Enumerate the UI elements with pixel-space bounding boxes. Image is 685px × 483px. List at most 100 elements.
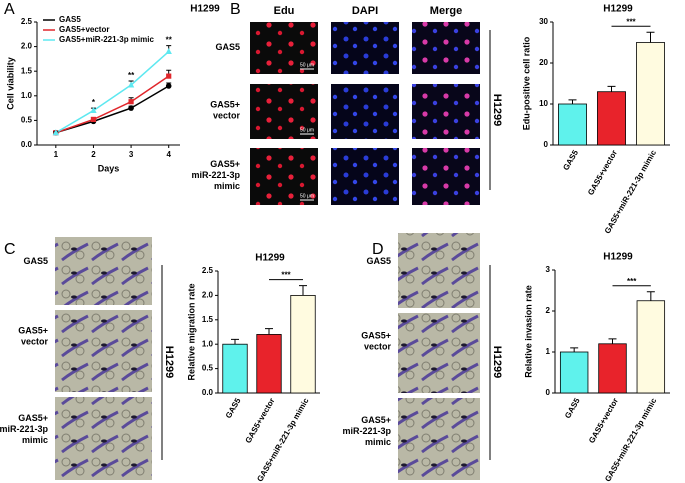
y-tick-label: 2 [546,306,551,315]
x-tick-label: GAS5 [561,148,580,172]
error-bar [299,285,307,296]
micrograph [250,148,318,205]
side-label: H1299 [491,94,503,126]
error-bar [646,291,655,301]
row-label-line: vector [21,337,49,347]
row-label-line: miR-221-3p [342,426,391,436]
micrograph [331,84,399,139]
y-axis-label: Cell viability [5,57,15,110]
row-label: GAS5 [215,42,240,52]
x-tick-label: 2 [91,150,96,159]
micrograph [55,397,152,480]
row-label-line: GAS5+ [210,159,240,169]
scale-bar-label: 50 μm [300,193,314,199]
line [55,50,170,134]
y-tick-label: 0.0 [202,388,214,397]
micrograph [55,310,152,392]
error-bar [231,338,239,345]
significance: ** [166,36,173,45]
y-tick-label: 2.5 [21,17,33,26]
micrograph [398,233,480,308]
significance: *** [627,277,637,286]
bar [256,334,282,394]
row-label-line: GAS5 [366,256,391,266]
y-tick-label: 1 [546,347,551,356]
y-tick-label: 20 [539,58,548,67]
micrograph [250,22,318,74]
row-label-line: GAS5+ [18,326,48,336]
row-label-line: GAS5+ [361,331,391,341]
row-label: GAS5+ miR-221-3p mimic [342,415,391,447]
bar [558,103,587,146]
micrograph [398,313,480,393]
row-label-line: mimic [365,437,391,447]
row-label-line: vector [364,342,392,352]
micrograph [398,398,480,480]
marker [127,81,135,88]
y-tick-label: 0.5 [21,116,33,125]
y-tick-label: 2.0 [202,291,214,300]
x-tick-label: GAS5+vector [586,149,619,197]
chart-title: H1299 [603,4,633,15]
y-tick-label: 0.5 [202,364,214,373]
marker [52,129,60,136]
scale-bar-label: 50 μm [300,62,314,68]
y-tick-label: 1.5 [21,66,33,75]
marker [128,105,134,111]
row-label: GAS5 [23,256,48,266]
y-tick-label: 2.5 [202,266,214,275]
marker [165,48,172,55]
column-label: DAPI [352,5,378,17]
error-bar [608,338,617,344]
row-label: GAS5+ miR-221-3p mimic [0,413,49,445]
panel-label: B [230,1,241,18]
y-axis-label: Relative invasion rate [523,285,533,378]
micrograph [412,84,480,139]
row-label-line: mimic [22,435,48,445]
legend-label: GAS5 [59,15,81,24]
x-axis-label: Days [98,163,120,173]
x-tick-label: GAS5 [224,396,243,420]
y-tick-label: 10 [539,99,548,108]
legend-label: GAS5+vector [59,25,109,34]
y-tick-label: 0.0 [21,140,33,149]
y-tick-label: 30 [539,17,548,26]
row-label-line: miR-221-3p [0,424,49,434]
micrograph [412,22,480,74]
y-tick-label: 0 [544,140,549,149]
x-tick-label: 4 [166,150,171,159]
side-label: H1299 [163,346,175,378]
row-label: GAS5+ vector [361,331,391,352]
line [55,85,170,134]
panel-b-images: 50 μm 50 μm 50 μm [250,22,491,205]
row-label-line: GAS5+ [18,413,48,423]
micrograph [55,237,152,305]
row-label: GAS5+ vector [210,100,240,121]
row-label-line: GAS5 [215,42,240,52]
row-label: GAS5+ miR-221-3p mimic [191,159,240,191]
row-label-line: vector [213,111,241,121]
bar [598,343,627,394]
row-label: GAS5 [366,256,391,266]
x-tick-label: 1 [54,150,59,159]
x-tick-label: GAS5+vector [587,397,620,445]
scale-bar-label: 50 μm [300,127,314,133]
chart-title: H1299 [190,4,220,15]
y-tick-label: 1.0 [21,91,33,100]
x-tick-label: GAS5 [563,396,582,420]
micrograph [250,84,318,139]
panel-label: D [372,241,384,258]
error-bar [570,347,579,352]
panel-label: A [4,1,15,18]
line [55,75,170,134]
marker [165,83,172,89]
row-label: GAS5+ vector [18,326,48,347]
side-label: H1299 [491,346,503,378]
y-tick-label: 1.5 [202,315,214,324]
y-tick-label: 0 [546,388,551,397]
chart-title: H1299 [255,253,285,264]
row-label-line: GAS5+ [210,100,240,110]
panel-label: C [4,241,16,258]
bar [559,351,589,394]
